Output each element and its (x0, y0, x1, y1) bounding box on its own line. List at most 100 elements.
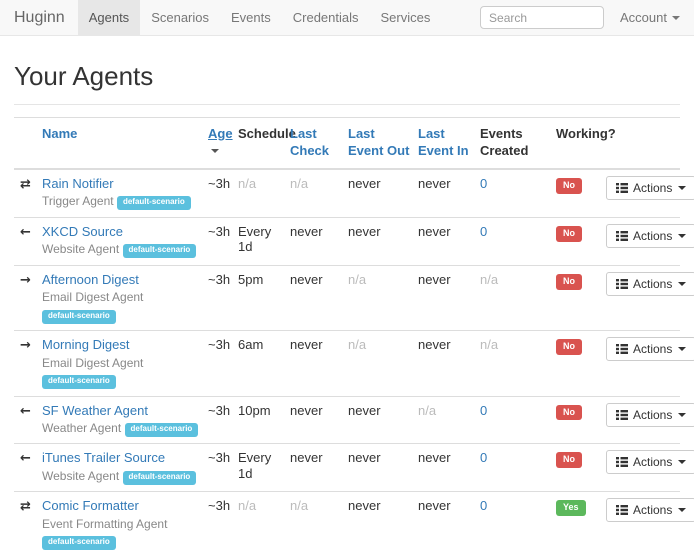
account-menu[interactable]: Account (604, 10, 694, 25)
actions-label: Actions (633, 276, 673, 291)
table-row: ⇄ Rain Notifier Trigger Agent default-sc… (14, 169, 694, 217)
age-cell: ~3h (208, 330, 238, 396)
header-schedule: Schedule (238, 116, 296, 170)
caret-down-icon (678, 185, 687, 190)
agent-name-link[interactable]: iTunes Trailer Source (42, 450, 166, 466)
actions-button[interactable]: Actions (606, 271, 694, 296)
header-name: Name (42, 116, 208, 170)
agent-name-link[interactable]: Comic Formatter (42, 498, 139, 514)
last-check-cell: n/a (290, 175, 309, 191)
scenario-badge[interactable]: default-scenario (124, 423, 199, 437)
events-created-link[interactable]: 0 (480, 175, 488, 191)
last-check-cell: never (290, 395, 348, 444)
actions-button[interactable]: Actions (606, 337, 694, 362)
header-icon-col (14, 116, 42, 170)
caret-down-icon (678, 460, 687, 465)
events-created-link[interactable]: 0 (480, 498, 488, 514)
actions-label: Actions (633, 342, 673, 357)
table-row: ← SF Weather Agent Weather Agent default… (14, 395, 694, 444)
sort-by-last-event-out-link[interactable]: Last Event Out (348, 126, 410, 158)
schedule-cell: Every 1d (238, 216, 290, 266)
scenario-badge[interactable]: default-scenario (42, 309, 116, 324)
actions-button[interactable]: Actions (606, 175, 694, 200)
sort-by-last-check-link[interactable]: Last Check (290, 126, 330, 158)
scenario-badge[interactable]: default-scenario (42, 536, 116, 551)
caret-down-icon (678, 412, 687, 417)
nav-item-events[interactable]: Events (231, 10, 271, 25)
caret-down-icon (678, 281, 687, 286)
actions-label: Actions (633, 407, 673, 422)
actions-button[interactable]: Actions (606, 402, 694, 427)
last-event-in-cell: never (418, 216, 480, 266)
working-badge: No (556, 339, 582, 355)
actions-button[interactable]: Actions (606, 223, 694, 248)
agent-name-link[interactable]: Morning Digest (42, 337, 130, 353)
arrow-right-icon: → (20, 338, 31, 354)
events-created-link[interactable]: 0 (480, 223, 488, 239)
agent-name-link[interactable]: Rain Notifier (42, 175, 114, 191)
divider (14, 104, 680, 105)
sort-desc-icon (211, 149, 219, 154)
actions-label: Actions (633, 228, 673, 243)
transfer-icon: ⇄ (20, 176, 31, 192)
sort-by-name-link[interactable]: Name (42, 126, 78, 141)
schedule-cell: 6am (238, 330, 290, 396)
header-actions-col (606, 116, 680, 170)
scenario-badge[interactable]: default-scenario (122, 471, 197, 485)
actions-label: Actions (633, 503, 673, 518)
nav-item-services[interactable]: Services (380, 10, 431, 25)
agent-name-link[interactable]: SF Weather Agent (42, 402, 148, 418)
last-event-out-cell: never (348, 175, 381, 191)
table-row: ← XKCD Source Website Agent default-scen… (14, 216, 694, 266)
agent-type-label: Trigger Agent (42, 194, 114, 209)
header-age: Age (208, 116, 238, 170)
header-last-check: Last Check (290, 116, 348, 170)
agent-name-link[interactable]: XKCD Source (42, 223, 123, 239)
nav-item-credentials[interactable]: Credentials (292, 10, 359, 25)
nav-item-scenarios[interactable]: Scenarios (151, 10, 209, 25)
last-check-cell: never (290, 330, 348, 396)
account-label: Account (620, 10, 667, 25)
age-cell: ~3h (208, 216, 238, 266)
last-event-in-cell: never (418, 264, 480, 331)
last-event-in-cell: never (418, 330, 480, 396)
search-input[interactable] (480, 6, 605, 29)
last-check-cell: never (290, 216, 348, 266)
actions-label: Actions (633, 180, 673, 195)
navbar: Huginn Agents Scenarios Events Credentia… (0, 0, 694, 36)
agent-type-label: Event Formatting Agent (42, 517, 168, 532)
sort-by-age-link[interactable]: Age (208, 126, 233, 141)
scenario-badge[interactable]: default-scenario (122, 244, 197, 259)
list-icon (616, 344, 628, 355)
list-icon (616, 278, 628, 289)
scenario-badge[interactable]: default-scenario (42, 375, 116, 389)
events-created-link[interactable]: 0 (480, 450, 488, 466)
navbar-right: Account (480, 0, 694, 35)
schedule-cell: Every 1d (238, 443, 290, 492)
events-created-link[interactable]: n/a (480, 337, 499, 353)
last-event-in-cell: n/a (418, 395, 480, 444)
schedule-cell: 5pm (238, 264, 290, 331)
sort-by-last-event-in-link[interactable]: Last Event In (418, 126, 469, 158)
agent-name-link[interactable]: Afternoon Digest (42, 271, 139, 287)
working-badge: No (556, 452, 582, 469)
actions-button[interactable]: Actions (606, 450, 694, 475)
events-created-link[interactable]: n/a (480, 271, 499, 287)
table-header-row: Name Age Schedule Last Check Last Event … (14, 116, 680, 170)
header-last-event-in: Last Event In (418, 116, 480, 170)
nav-item-agents[interactable]: Agents (77, 0, 141, 35)
last-check-cell: never (290, 443, 348, 492)
agent-type-label: Website Agent (42, 242, 120, 257)
caret-down-icon (678, 508, 687, 513)
actions-label: Actions (633, 455, 673, 470)
agent-type-label: Email Digest Agent (42, 355, 144, 370)
actions-button[interactable]: Actions (606, 498, 694, 523)
working-badge: No (556, 273, 582, 290)
scenario-badge[interactable]: default-scenario (116, 196, 191, 211)
last-event-out-cell: never (348, 395, 418, 444)
last-event-in-cell: never (418, 443, 480, 492)
events-created-link[interactable]: 0 (480, 402, 488, 418)
caret-down-icon (672, 15, 680, 20)
brand-link[interactable]: Huginn (14, 8, 65, 26)
age-cell: ~3h (208, 443, 238, 492)
